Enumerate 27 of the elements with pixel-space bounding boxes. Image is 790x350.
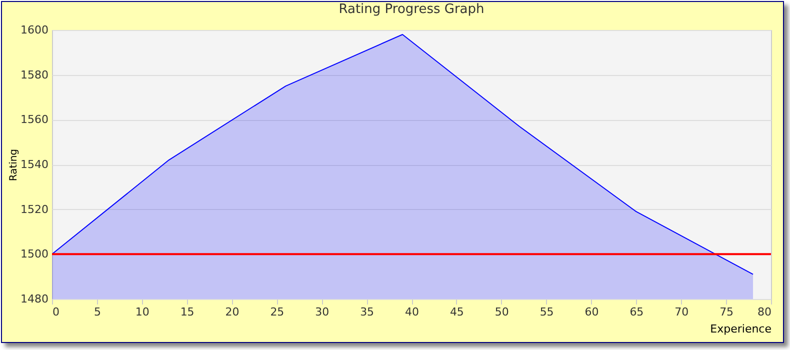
x-tick-label: 30 [315, 306, 330, 318]
y-tick-label: 1540 [20, 158, 48, 171]
x-axis-title: Experience [710, 322, 772, 336]
y-tick-label: 1560 [20, 113, 48, 126]
x-tick-label: 0 [52, 306, 60, 318]
x-tick-label: 50 [494, 306, 509, 318]
y-tick-label: 1580 [20, 68, 48, 82]
x-tick-label: 15 [180, 306, 194, 318]
x-tick-label: 35 [360, 306, 374, 318]
x-tick-label: 55 [540, 306, 554, 318]
x-tick-label: 65 [630, 306, 644, 318]
y-tick-label: 1500 [20, 248, 48, 261]
x-tick-label: 45 [450, 306, 464, 318]
x-tick-label: 80 [758, 306, 772, 318]
x-tick-label: 5 [94, 306, 101, 318]
x-tick-label: 60 [584, 306, 599, 318]
x-tick-label: 10 [135, 306, 150, 318]
x-tick-label: 40 [405, 306, 419, 318]
y-tick-label: 1600 [20, 24, 48, 36]
y-axis-title: Rating [8, 148, 20, 182]
x-tick-label: 20 [225, 306, 240, 318]
y-tick-label: 1480 [20, 292, 48, 306]
y-tick-label: 1520 [20, 202, 48, 216]
chart-title: Rating Progress Graph [338, 2, 484, 17]
x-tick-label: 75 [720, 306, 734, 318]
x-tick-label: 70 [674, 306, 689, 318]
x-tick-label: 25 [270, 306, 284, 318]
